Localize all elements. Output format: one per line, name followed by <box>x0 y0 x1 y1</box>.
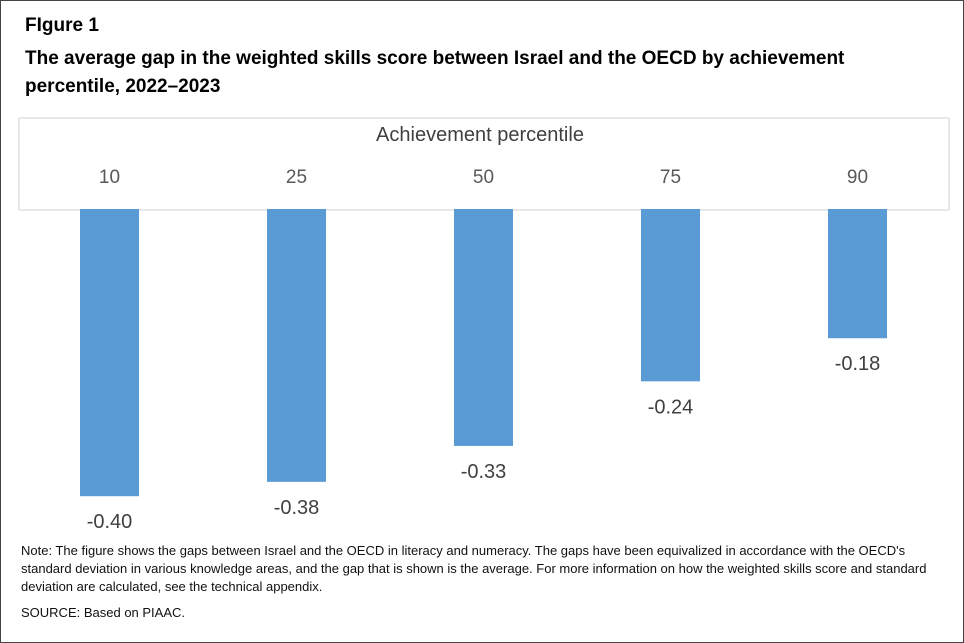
x-tick-label: 90 <box>847 167 868 188</box>
bar-data-label: -0.33 <box>461 461 507 483</box>
bar <box>641 209 700 382</box>
bar-data-label: -0.24 <box>648 396 694 418</box>
bar <box>454 209 513 446</box>
bar <box>80 209 139 497</box>
chart-source: SOURCE: Based on PIAAC. <box>21 605 186 620</box>
bar-data-label: -0.18 <box>835 353 881 375</box>
figure-label: FIgure 1 <box>25 15 99 36</box>
figure-title: The average gap in the weighted skills s… <box>25 48 845 97</box>
x-tick-label: 25 <box>286 167 307 188</box>
bar-data-label: -0.40 <box>87 511 133 533</box>
chart-area: Achievement percentile 10 -0.40 25 -0.38 50 -… <box>1 111 964 541</box>
bar-chart: Achievement percentile 10 -0.40 25 -0.38 50 -… <box>18 117 950 533</box>
x-axis-title: Achievement percentile <box>376 124 584 146</box>
bar-data-label: -0.38 <box>274 497 320 519</box>
x-tick-label: 50 <box>473 167 494 188</box>
x-tick-label: 75 <box>660 167 681 188</box>
axis-header-box <box>18 117 950 211</box>
bar <box>267 209 326 482</box>
bars-group: 10 -0.40 25 -0.38 50 -0.33 75 -0.24 90 -0.18 <box>80 167 887 533</box>
bar <box>828 209 887 339</box>
chart-note: Note: The figure shows the gaps between … <box>21 543 927 594</box>
x-tick-label: 10 <box>99 167 120 188</box>
